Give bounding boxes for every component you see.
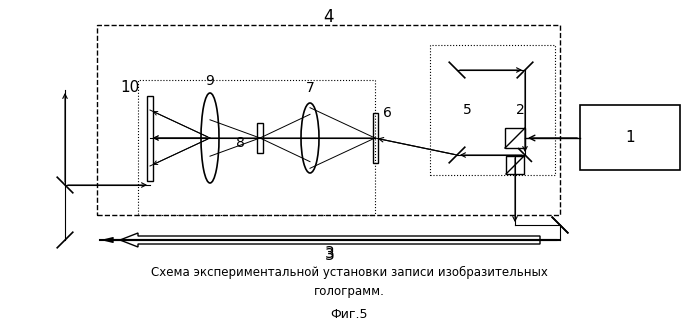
Bar — [506, 156, 524, 174]
Bar — [430, 45, 555, 175]
Bar — [147, 95, 153, 180]
Text: 1: 1 — [625, 130, 634, 145]
Bar — [580, 105, 680, 170]
Bar — [257, 123, 263, 153]
Bar — [505, 128, 525, 148]
Text: 8: 8 — [235, 136, 244, 150]
Text: 5: 5 — [463, 103, 472, 117]
FancyArrow shape — [120, 233, 540, 247]
Bar — [138, 80, 375, 215]
Text: 4: 4 — [323, 8, 334, 26]
Text: 2: 2 — [516, 103, 524, 117]
Bar — [97, 25, 560, 215]
Text: 7: 7 — [306, 81, 314, 95]
Bar — [373, 113, 378, 163]
Text: 3: 3 — [325, 246, 335, 260]
Text: 3: 3 — [325, 248, 335, 262]
Text: 9: 9 — [206, 74, 214, 88]
Text: голограмм.: голограмм. — [313, 286, 385, 298]
Text: 10: 10 — [120, 81, 140, 95]
Text: 6: 6 — [383, 106, 392, 120]
Text: Схема экспериментальной установки записи изобразительных: Схема экспериментальной установки записи… — [151, 265, 547, 279]
Text: Фиг.5: Фиг.5 — [330, 308, 368, 322]
